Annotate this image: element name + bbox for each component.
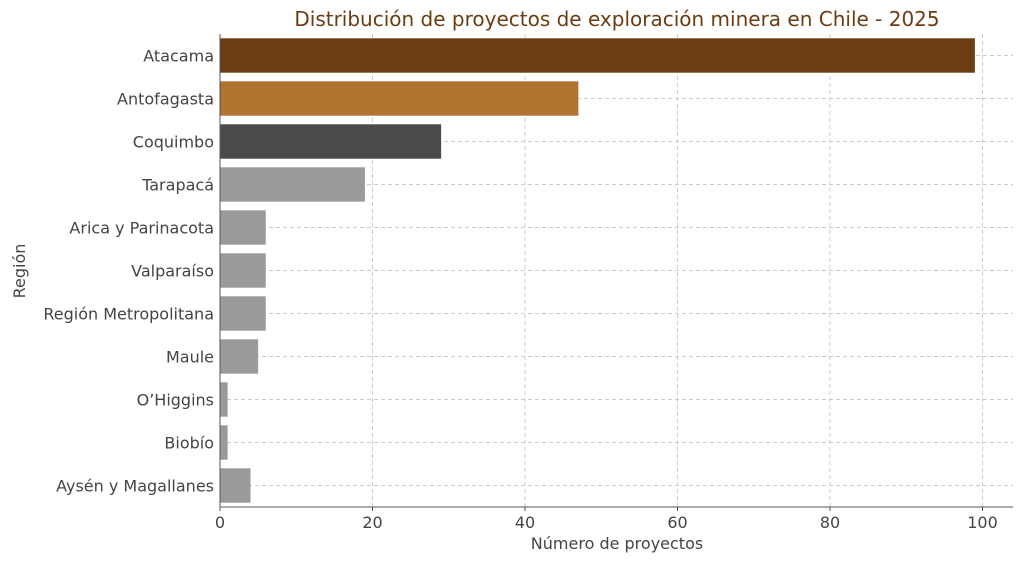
bars: [220, 38, 975, 503]
category-label: Región Metropolitana: [43, 305, 214, 324]
bar: [220, 339, 259, 374]
x-tick-label: 100: [967, 513, 998, 532]
bar: [220, 124, 442, 159]
bar: [220, 296, 266, 331]
bar: [220, 253, 266, 288]
category-label: Maule: [166, 348, 214, 367]
category-labels: Atacama Antofagasta Coquimbo Tarapacá Arica …: [43, 47, 214, 496]
category-label: Aysén y Magallanes: [56, 477, 214, 496]
x-tick-label: 0: [215, 513, 225, 532]
bar: [220, 167, 365, 202]
category-label: O’Higgins: [137, 391, 214, 410]
chart-title: Distribución de proyectos de exploración…: [294, 7, 939, 31]
axes: [219, 34, 1013, 511]
bar: [220, 382, 228, 417]
x-tick-label: 80: [820, 513, 840, 532]
bar: [220, 425, 228, 460]
y-axis-title: Región: [10, 244, 29, 299]
category-label: Tarapacá: [141, 176, 214, 195]
x-axis-title: Número de proyectos: [531, 534, 703, 553]
category-label: Valparaíso: [131, 262, 214, 281]
category-label: Atacama: [143, 47, 214, 66]
bar: [220, 38, 975, 73]
x-tick-label: 20: [362, 513, 382, 532]
x-tick-labels: 0 20 40 60 80 100: [215, 513, 998, 532]
bar: [220, 81, 579, 116]
category-label: Biobío: [164, 434, 214, 453]
category-label: Antofagasta: [117, 90, 214, 109]
x-tick-label: 60: [667, 513, 687, 532]
category-label: Coquimbo: [133, 133, 214, 152]
category-label: Arica y Parinacota: [69, 219, 214, 238]
x-tick-label: 40: [515, 513, 535, 532]
bar: [220, 210, 266, 245]
bar: [220, 468, 251, 503]
